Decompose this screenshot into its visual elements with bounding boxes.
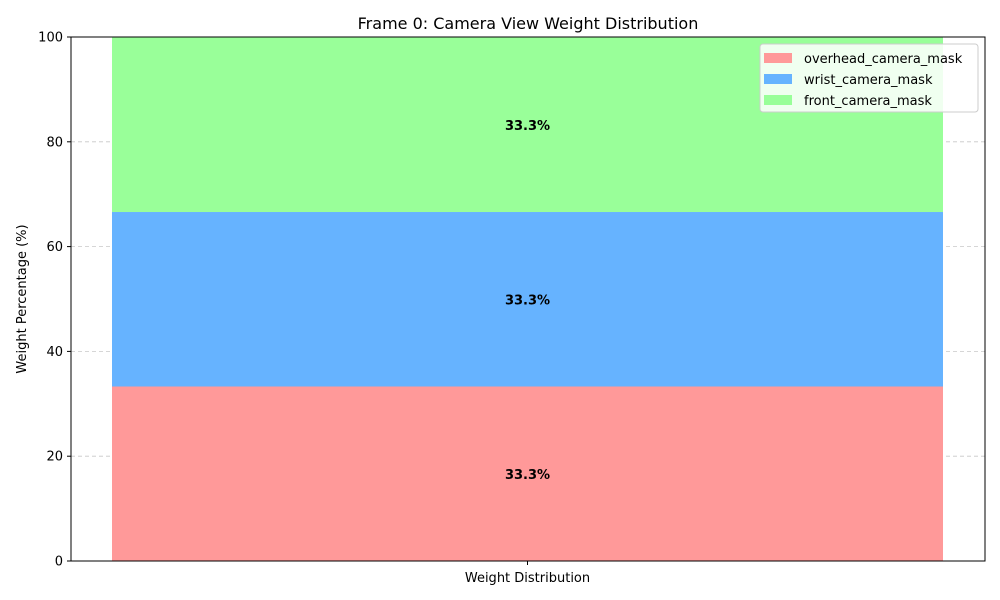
- legend-swatch-front-camera-mask: [764, 95, 792, 105]
- data-label-overhead-camera-mask: 33.3%: [505, 468, 550, 483]
- bar-overhead-camera-mask: [112, 386, 943, 561]
- y-axis-label: Weight Percentage (%): [15, 224, 30, 373]
- data-label-wrist-camera-mask: 33.3%: [505, 293, 550, 308]
- legend-swatch-wrist-camera-mask: [764, 74, 792, 84]
- data-label-front-camera-mask: 33.3%: [505, 119, 550, 134]
- data-labels: 33.3% 33.3% 33.3%: [505, 119, 550, 483]
- y-tick-label: 100: [38, 31, 63, 46]
- legend-label-overhead-camera-mask: overhead_camera_mask: [804, 52, 963, 67]
- y-tick-label: 60: [46, 240, 63, 255]
- y-tick-label: 40: [46, 345, 63, 360]
- y-tick-label: 80: [46, 135, 63, 150]
- bars: [112, 37, 943, 561]
- x-tick-label: Weight Distribution: [465, 571, 590, 586]
- y-tick-label: 0: [55, 555, 63, 570]
- legend-label-wrist-camera-mask: wrist_camera_mask: [804, 73, 933, 88]
- legend: overhead_camera_mask wrist_camera_maskfro…: [759, 43, 979, 113]
- y-tick-label: 20: [46, 450, 63, 465]
- legend-label-front-camera-mask: front_camera_mask: [804, 94, 932, 109]
- legend-swatch-overhead-camera-mask: [764, 53, 792, 63]
- chart-title: Frame 0: Camera View Weight Distribution: [358, 14, 699, 33]
- legend-box: [759, 43, 979, 113]
- bar-wrist-camera-mask: [112, 212, 943, 387]
- axes: 0 20 40 60 80 100 Weight Distribution: [38, 31, 986, 586]
